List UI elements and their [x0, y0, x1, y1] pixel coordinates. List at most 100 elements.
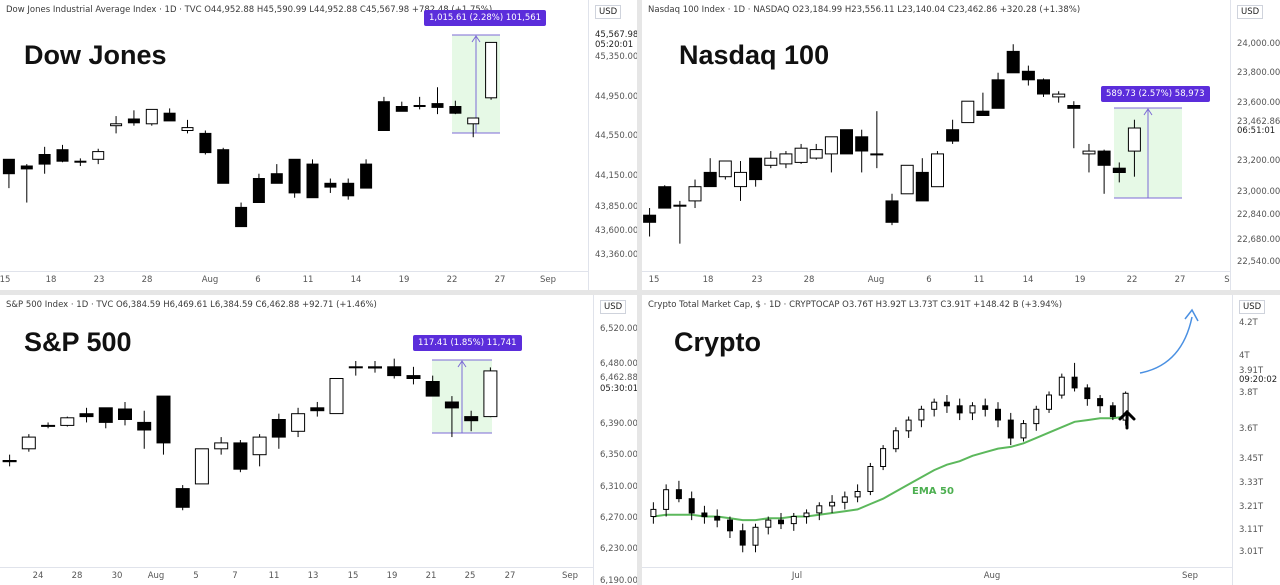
candle: [444, 396, 459, 438]
candle-body-down: [778, 519, 784, 525]
candle-body-down: [943, 401, 950, 407]
candle: [431, 87, 444, 115]
time-axis[interactable]: 15 18 23 28 Aug 6 11 14 19 22 27 S: [642, 271, 1230, 290]
candle: [98, 407, 113, 429]
candle: [291, 407, 306, 438]
time-tick-label: 15: [347, 571, 359, 581]
chart-panel-nasdaq-100[interactable]: Nasdaq 100 Index · 1D · NASDAQ O23,184.9…: [642, 0, 1280, 290]
price-axis[interactable]: USD 24,000.00 23,800.00 23,600.00 23,462.86…: [1230, 0, 1280, 290]
chart-title: S&P 500: [24, 327, 132, 357]
candle-body-down: [252, 178, 265, 203]
candle-body-down: [1097, 398, 1104, 407]
candle-body-down: [324, 182, 337, 188]
price-tick-label: 3.21T: [1239, 502, 1264, 512]
candle-body-up: [467, 117, 480, 125]
time-axis[interactable]: 15 18 23 28 Aug 6 11 14 19 22 27 Sep: [0, 271, 588, 290]
candle-body-down: [2, 158, 15, 175]
candle-body-up: [961, 100, 975, 124]
candle-body-down: [703, 171, 717, 188]
candle: [483, 367, 498, 418]
candle: [464, 410, 479, 432]
candles-svg: [2, 34, 500, 228]
candle-body-down: [74, 160, 87, 163]
candle: [1071, 362, 1078, 392]
candle: [1058, 373, 1065, 399]
price-tick-label: 24,000.00: [1237, 39, 1280, 49]
candle-body-down: [855, 136, 869, 152]
candle-body-down: [1112, 167, 1126, 173]
time-tick-label: Aug: [147, 571, 165, 581]
candle: [841, 491, 848, 510]
time-tick-label: Sep: [539, 275, 557, 285]
candle: [413, 96, 426, 110]
price-tick-label: 22,540.00: [1237, 257, 1280, 267]
candle: [163, 108, 176, 122]
currency-badge: USD: [1239, 300, 1266, 314]
chart-panel-crypto[interactable]: Crypto Total Market Cap, $ · 1D · CRYPTO…: [642, 295, 1280, 585]
candle-body-up: [779, 153, 793, 165]
ema-label: EMA 50: [912, 486, 954, 497]
candle: [271, 413, 286, 449]
candle-body-down: [464, 416, 479, 422]
candle-body-up: [41, 424, 56, 427]
candle: [1021, 65, 1035, 86]
symbol-header: S&P 500 Index · 1D · TVC O6,384.59 H6,46…: [6, 300, 377, 310]
candle: [880, 445, 887, 471]
candle: [803, 509, 810, 524]
price-tick-label: 4.2T: [1239, 318, 1258, 328]
price-tick-label: 43,600.00: [595, 226, 637, 236]
candle: [1007, 412, 1014, 446]
candle-body-up: [145, 108, 158, 125]
price-tick-label: 22,680.00: [1237, 235, 1280, 245]
candle: [969, 402, 976, 421]
candle-body-up: [252, 436, 267, 456]
candle-body-down: [395, 106, 408, 112]
price-tick-label: 23,200.00: [1237, 156, 1280, 166]
candle-body-down: [1021, 70, 1035, 81]
candle-body-up: [181, 127, 194, 131]
candle: [752, 523, 759, 553]
candle-body-down: [840, 129, 853, 155]
time-tick-label: 5: [193, 571, 199, 581]
candle-body-down: [306, 163, 319, 199]
candle-body-down: [658, 186, 672, 209]
candle-body-up: [790, 516, 797, 525]
time-axis-line: [642, 567, 1232, 568]
candle-body-up: [329, 378, 344, 415]
price-axis[interactable]: USD 6,520.00 6,480.00 6,462.88 05:30:01 6,39…: [593, 295, 637, 585]
price-axis[interactable]: USD 4.2T 4T 3.91T 09:20:02 3.8T 3.6T 3.45T 3.33…: [1232, 295, 1280, 585]
time-tick-label: 13: [307, 571, 319, 581]
candle: [235, 202, 248, 228]
candle-body-up: [918, 408, 925, 421]
candle-body-down: [1067, 105, 1081, 109]
candle-body-up: [673, 204, 687, 207]
time-tick-label: 23: [93, 275, 105, 285]
candle: [867, 462, 874, 496]
candle: [765, 516, 772, 535]
candle-body-down: [1097, 150, 1111, 166]
candle: [1097, 395, 1104, 413]
candle-body-down: [727, 519, 733, 532]
candle: [360, 159, 373, 189]
candle-body-up: [1058, 376, 1065, 396]
candle: [1052, 91, 1066, 103]
time-axis[interactable]: Jul Aug Sep: [642, 567, 1232, 585]
candle: [156, 395, 171, 455]
time-tick-label: S: [1224, 275, 1230, 285]
chart-panel-dow-jones[interactable]: Dow Jones Industrial Average Index · 1D …: [0, 0, 637, 290]
price-tick-label: 3.45T: [1239, 454, 1264, 464]
candle: [38, 146, 51, 174]
candle-body-down: [1006, 50, 1020, 74]
candle-body-down: [387, 366, 402, 377]
price-tick-label: 44,150.00: [595, 171, 637, 181]
candle-body-up: [764, 157, 778, 166]
time-tick-label: 23: [751, 275, 763, 285]
price-tick-label: 45,567.98: [595, 30, 637, 40]
chart-panel-sp-500[interactable]: S&P 500 Index · 1D · TVC O6,384.59 H6,46…: [0, 295, 637, 585]
time-axis[interactable]: 24 28 30 Aug 5 7 11 13 15 19 21 25 27 Sep: [0, 567, 593, 585]
candle-body-up: [905, 419, 912, 432]
candle: [892, 427, 899, 453]
candle-body-down: [915, 171, 929, 202]
price-axis[interactable]: USD 45,567.98 05:20:01 45,350.00 44,950.00 4…: [588, 0, 637, 290]
candle-body-down: [270, 173, 283, 184]
